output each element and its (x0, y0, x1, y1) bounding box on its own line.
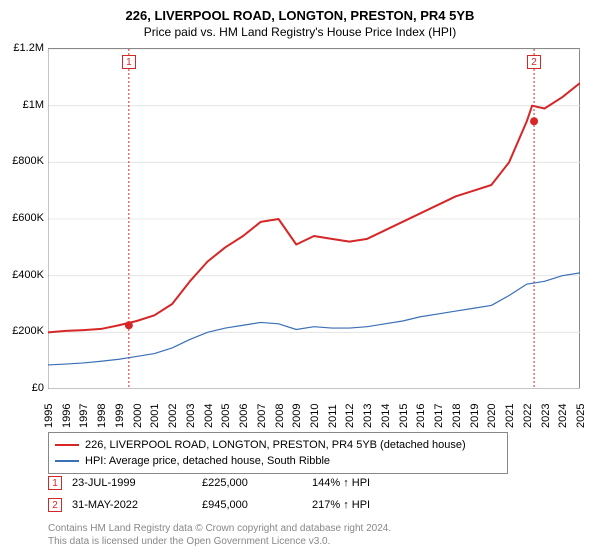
sale-row: 2 31-MAY-2022 £945,000 217% ↑ HPI (48, 494, 412, 516)
footer-attribution: Contains HM Land Registry data © Crown c… (48, 522, 391, 548)
x-tick-label: 2012 (344, 394, 356, 428)
x-tick-label: 2002 (167, 394, 179, 428)
chart-container: 226, LIVERPOOL ROAD, LONGTON, PRESTON, P… (0, 0, 600, 560)
legend: 226, LIVERPOOL ROAD, LONGTON, PRESTON, P… (48, 432, 508, 474)
x-tick-label: 2008 (274, 394, 286, 428)
x-tick-label: 2003 (185, 394, 197, 428)
sale-marker-badge: 1 (122, 55, 136, 69)
y-tick-label: £0 (0, 382, 44, 394)
legend-label: 226, LIVERPOOL ROAD, LONGTON, PRESTON, P… (85, 439, 466, 451)
x-tick-label: 2010 (309, 394, 321, 428)
footer-line-1: Contains HM Land Registry data © Crown c… (48, 522, 391, 535)
y-tick-label: £600K (0, 212, 44, 224)
x-tick-label: 2007 (256, 394, 268, 428)
y-tick-label: £200K (0, 325, 44, 337)
y-tick-label: £800K (0, 155, 44, 167)
y-tick-label: £1.2M (0, 42, 44, 54)
x-tick-label: 2015 (398, 394, 410, 428)
x-tick-label: 2025 (575, 394, 587, 428)
sale-marker-icon: 1 (48, 476, 62, 490)
legend-swatch (55, 460, 79, 462)
legend-item: 226, LIVERPOOL ROAD, LONGTON, PRESTON, P… (55, 437, 501, 453)
x-tick-label: 2005 (220, 394, 232, 428)
x-tick-label: 2011 (327, 394, 339, 428)
y-tick-label: £1M (0, 99, 44, 111)
sale-marker-icon: 2 (48, 498, 62, 512)
sales-table: 1 23-JUL-1999 £225,000 144% ↑ HPI 2 31-MAY-20… (48, 472, 412, 516)
sale-date: 23-JUL-1999 (72, 477, 192, 489)
x-tick-label: 2004 (203, 394, 215, 428)
x-tick-label: 2017 (433, 394, 445, 428)
sale-pct: 217% ↑ HPI (312, 499, 412, 511)
x-tick-label: 2001 (149, 394, 161, 428)
x-tick-label: 2021 (504, 394, 516, 428)
x-tick-label: 2000 (132, 394, 144, 428)
x-tick-label: 2024 (557, 394, 569, 428)
x-tick-label: 2020 (486, 394, 498, 428)
x-tick-label: 1996 (61, 394, 73, 428)
legend-item: HPI: Average price, detached house, Sout… (55, 453, 501, 469)
y-tick-label: £400K (0, 269, 44, 281)
chart-svg (48, 49, 580, 389)
x-tick-label: 2019 (469, 394, 481, 428)
x-tick-label: 1999 (114, 394, 126, 428)
chart-subtitle: Price paid vs. HM Land Registry's House … (0, 23, 600, 39)
x-tick-label: 1997 (78, 394, 90, 428)
x-tick-label: 1998 (96, 394, 108, 428)
chart-title: 226, LIVERPOOL ROAD, LONGTON, PRESTON, P… (0, 0, 600, 23)
sale-row: 1 23-JUL-1999 £225,000 144% ↑ HPI (48, 472, 412, 494)
legend-swatch (55, 444, 79, 446)
sale-pct: 144% ↑ HPI (312, 477, 412, 489)
x-tick-label: 1995 (43, 394, 55, 428)
sale-price: £225,000 (202, 477, 302, 489)
sale-date: 31-MAY-2022 (72, 499, 192, 511)
x-tick-label: 2016 (415, 394, 427, 428)
sale-marker-badge: 2 (527, 55, 541, 69)
x-tick-label: 2022 (522, 394, 534, 428)
x-tick-label: 2014 (380, 394, 392, 428)
x-tick-label: 2013 (362, 394, 374, 428)
x-tick-label: 2006 (238, 394, 250, 428)
plot-area: 12 (48, 48, 580, 388)
x-tick-label: 2009 (291, 394, 303, 428)
legend-label: HPI: Average price, detached house, Sout… (85, 455, 330, 467)
sale-price: £945,000 (202, 499, 302, 511)
x-tick-label: 2023 (540, 394, 552, 428)
x-tick-label: 2018 (451, 394, 463, 428)
footer-line-2: This data is licensed under the Open Gov… (48, 535, 391, 548)
